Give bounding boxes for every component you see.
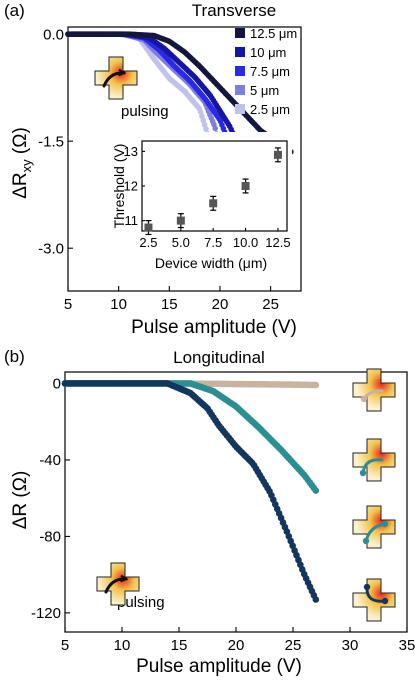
legend: 12.5 μm 10 μm 7.5 μm 5 μm 2.5 μm: [235, 26, 297, 117]
inset-background: [112, 132, 292, 274]
legend-swatch: [235, 28, 245, 38]
data-point: [203, 126, 209, 132]
inset-ytick-label: 12: [124, 179, 138, 194]
cross-device-icon: [352, 505, 396, 549]
cross-device-icon: [352, 578, 396, 622]
inset-xtick-label: 5.0: [172, 235, 190, 250]
arrow-head-icon: [120, 574, 129, 583]
contact-dot: [381, 597, 389, 605]
legend-label: 5 μm: [250, 83, 279, 98]
panel-a-ylabel: ΔRxy (Ω): [10, 127, 34, 199]
transverse-ytick-label: -1.5: [38, 133, 64, 150]
longitudinal-ytick-label: -80: [39, 529, 61, 546]
inset-point: [144, 223, 153, 232]
panel-a-ylabel-unit: (Ω): [10, 127, 31, 159]
legend-swatch: [235, 66, 245, 76]
data-point: [212, 125, 219, 132]
cross-device-icon: [352, 368, 396, 412]
inset-ylabel: Threshold (V): [111, 144, 127, 229]
longitudinal-xtick-label: 30: [342, 637, 359, 654]
inset-point: [273, 150, 282, 159]
longitudinal-ytick-label: -120: [31, 605, 61, 622]
legend-label: 10 μm: [250, 45, 286, 60]
panel-b-xlabel: Pulse amplitude (V): [136, 656, 302, 677]
legend-label: 2.5 μm: [250, 102, 290, 117]
inset-xtick-label: 7.5: [204, 235, 222, 250]
transverse-xtick-label: 5: [64, 296, 72, 313]
cross-device-icon: [352, 438, 396, 482]
panel-a-letter: (a): [4, 1, 25, 20]
panel-a-annotation: pulsing: [121, 103, 169, 120]
inset-point: [209, 199, 218, 208]
longitudinal-xtick-label: 25: [285, 637, 302, 654]
plot-longitudinal: 5 10 15 20 25 30 35 0 -40 -80 -120: [31, 371, 415, 654]
cross-shape: [94, 56, 138, 100]
transverse-ytick-label: 0.0: [43, 26, 64, 43]
panel-a-ylabel-sub: xy: [19, 159, 34, 173]
contact-dot: [363, 583, 371, 591]
panel-b-title: Longitudinal: [173, 348, 265, 367]
legend-label: 7.5 μm: [250, 64, 290, 79]
longitudinal-xtick-label: 35: [399, 637, 415, 654]
contact-dot: [360, 395, 368, 403]
inset-ytick-label: 13: [124, 144, 138, 159]
arrow-head-icon: [118, 68, 127, 77]
longitudinal-ytick-label: 0: [53, 376, 61, 393]
cross-device-icon: [96, 562, 140, 606]
longitudinal-xtick-label: 20: [228, 637, 245, 654]
transverse-ytick-label: -3.0: [38, 240, 64, 257]
data-point: [201, 122, 208, 128]
data-point: [197, 109, 204, 115]
cross-device-icon: [94, 56, 138, 100]
data-point: [312, 596, 320, 603]
panel-a-xlabel: Pulse amplitude (V): [131, 317, 297, 338]
transverse-xtick-label: 20: [212, 296, 229, 313]
transverse-xtick-label: 25: [262, 296, 279, 313]
panel-b-ylabel: ΔR (Ω): [10, 471, 31, 530]
panel-b-annotation: pulsing: [117, 594, 165, 611]
inset-xlabel: Device width (μm): [155, 255, 267, 271]
inset-point: [176, 216, 185, 225]
cross-shape: [352, 368, 396, 412]
data-point: [312, 381, 320, 389]
inset-xtick-label: 12.5: [265, 235, 290, 250]
panel-b-letter: (b): [4, 347, 25, 366]
longitudinal-ytick-label: -40: [39, 452, 61, 469]
inset-xtick-label: 2.5: [139, 235, 157, 250]
device-cross-icons-b: [96, 368, 396, 622]
contact-dot: [362, 537, 370, 545]
longitudinal-xtick-label: 10: [114, 637, 131, 654]
data-point: [312, 487, 320, 494]
longitudinal-xtick-label: 15: [171, 637, 188, 654]
device-cross-icon-a: [94, 56, 138, 100]
series-longitudinal-2: [61, 380, 320, 603]
transverse-xtick-label: 15: [161, 296, 178, 313]
longitudinal-xtick-label: 5: [61, 637, 69, 654]
data-point: [199, 113, 205, 120]
inset-threshold-plot: 2.5 5.0 7.5 10.0 12.5 11 12 13 Device width (μm)…: [111, 132, 292, 274]
legend-swatch: [235, 104, 245, 114]
data-point: [200, 117, 207, 124]
legend-swatch: [235, 85, 245, 95]
inset-point: [241, 182, 250, 190]
inset-xtick-label: 10.0: [233, 235, 258, 250]
legend-swatch: [235, 47, 245, 57]
legend-label: 12.5 μm: [250, 26, 297, 41]
transverse-xtick-label: 10: [110, 296, 127, 313]
panel-a-title: Transverse: [192, 1, 276, 20]
contact-dot: [381, 520, 389, 528]
panel-a-ylabel-main: ΔR: [10, 172, 31, 198]
inset-ytick-label: 11: [125, 213, 139, 228]
contact-dot: [359, 469, 367, 477]
transverse-frame: [67, 26, 302, 292]
